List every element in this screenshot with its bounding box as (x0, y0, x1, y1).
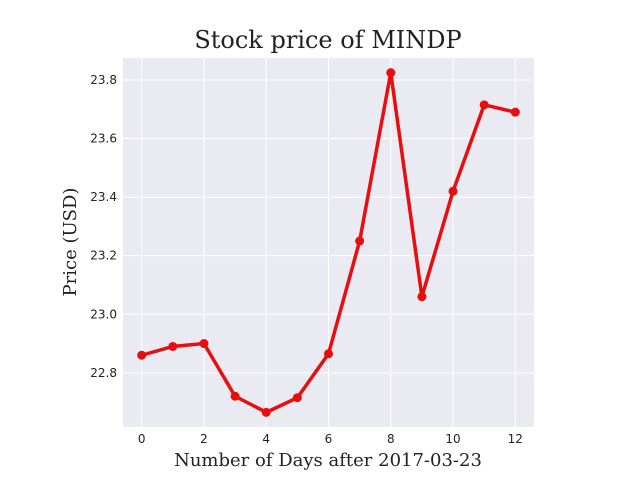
y-tick-label: 23.6 (90, 132, 117, 146)
data-point (137, 350, 147, 360)
data-point (292, 393, 302, 403)
x-tick-label: 0 (138, 432, 146, 446)
series-layer (137, 68, 520, 417)
x-axis-label: Number of Days after 2017-03-23 (174, 450, 482, 471)
x-tick-label: 2 (200, 432, 208, 446)
y-gridlines (123, 79, 534, 374)
data-point (448, 186, 458, 196)
x-tick-label: 8 (387, 432, 395, 446)
x-tick-label: 12 (508, 432, 523, 446)
data-point (199, 339, 209, 349)
x-gridlines (141, 58, 516, 427)
data-point (168, 341, 178, 351)
data-point (417, 292, 427, 302)
y-axis-label: Price (USD) (60, 188, 81, 297)
data-point (261, 407, 271, 417)
y-tick-label: 23.0 (90, 307, 117, 321)
y-tick-label: 23.8 (90, 73, 117, 87)
x-tick-label: 10 (445, 432, 460, 446)
chart-title: Stock price of MINDP (194, 26, 461, 54)
y-tick-label: 23.4 (90, 190, 117, 204)
x-tick-label: 4 (262, 432, 270, 446)
y-tick-labels: 22.8 23.0 23.2 23.4 23.6 23.8 (90, 73, 117, 380)
data-point (386, 68, 396, 78)
x-tick-label: 6 (325, 432, 333, 446)
y-tick-label: 23.2 (90, 249, 117, 263)
data-point (479, 100, 489, 110)
data-point (355, 236, 365, 246)
x-tick-labels: 0 2 4 6 8 10 12 (138, 432, 523, 446)
y-tick-label: 22.8 (90, 366, 117, 380)
data-point (324, 349, 333, 359)
data-point (510, 107, 520, 117)
data-point (230, 391, 240, 401)
